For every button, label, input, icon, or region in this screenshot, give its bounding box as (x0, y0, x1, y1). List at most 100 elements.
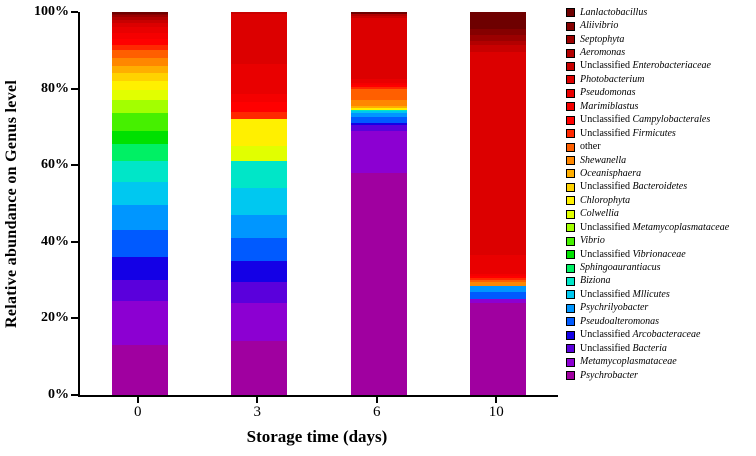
legend-swatch (566, 129, 575, 139)
bar-segment (111, 345, 168, 395)
bar-segment (231, 12, 288, 14)
bar-segment (111, 50, 168, 58)
x-axis-title: Storage time (days) (246, 427, 388, 446)
bar-segment (470, 34, 527, 41)
legend-label: Unclassified Firmicutes (580, 127, 676, 139)
legend-item: Unclassified Campylobacterales (566, 114, 756, 127)
bar-segment (111, 80, 168, 91)
legend-item: Chlorophyta (566, 194, 756, 207)
legend-label-taxon: Chlorophyta (580, 194, 631, 206)
x-tick-mark (136, 397, 139, 403)
legend-label: Pseudomonas (580, 88, 636, 98)
legend-item: Biziona (566, 275, 756, 288)
legend-swatch (566, 357, 575, 367)
bar-segment (111, 27, 168, 34)
legend-label: Colwellia (580, 209, 619, 219)
legend-swatch (566, 223, 575, 233)
bar-segment (231, 260, 288, 282)
bar-segment (231, 281, 288, 303)
legend-swatch (566, 303, 575, 313)
legend-label: Unclassified Mllicutes (580, 288, 670, 300)
bar-segment (231, 101, 288, 112)
legend-label-taxon: Psychrilyobacter (580, 302, 649, 314)
legend-label: Unclassified Campylobacterales (580, 115, 710, 125)
legend-swatch (566, 250, 575, 260)
bar-segment (350, 15, 407, 18)
y-tick-marks (71, 11, 78, 396)
legend-item: Sphingoaurantiacus (566, 261, 756, 274)
legend-label: Aliivibrio (580, 21, 618, 31)
legend: Lanlactobacillus Aliivibrio Septophyta Aero… (566, 6, 756, 382)
legend-label-taxon: Psychrobacter (580, 369, 638, 381)
legend-item: Septophyta (566, 33, 756, 46)
x-tick-mark (375, 397, 378, 403)
stacked-bar-day-10 (470, 12, 527, 395)
bar-segment (111, 279, 168, 301)
bar-segment (231, 161, 288, 189)
bar-segment (111, 144, 168, 162)
legend-label-prefix: Unclassified (580, 127, 633, 139)
y-tick-mark (71, 394, 78, 396)
x-tick-label: 6 (373, 404, 381, 420)
bar-segment (470, 278, 527, 281)
bar-segment (470, 280, 527, 282)
legend-swatch (566, 276, 575, 286)
bar-segment (111, 33, 168, 39)
x-tick-mark (256, 397, 259, 403)
legend-label: Chlorophyta (580, 194, 631, 206)
bar-segment (470, 29, 527, 35)
bar-segment (350, 117, 407, 123)
y-tick-label: 100% (34, 4, 69, 19)
legend-swatch (566, 142, 575, 152)
legend-label-prefix: Unclassified (580, 60, 633, 72)
legend-label: Unclassified Arcobacteraceae (580, 330, 700, 340)
bar-segment (350, 88, 407, 101)
legend-item: Lanlactobacillus (566, 6, 756, 19)
x-tick-label: 0 (134, 404, 142, 420)
bar-segment (111, 57, 168, 66)
bar-segment (470, 44, 527, 53)
bar-segment (231, 188, 288, 215)
bar-segment (470, 281, 527, 286)
bar-segment (111, 230, 168, 257)
legend-item: Pseudoalteromonas (566, 315, 756, 328)
legend-item: Aeromonas (566, 46, 756, 59)
bar-segment (111, 205, 168, 231)
legend-swatch (566, 88, 575, 98)
legend-swatch (566, 35, 575, 45)
legend-label-taxon: Enterobacteriaceae (632, 60, 712, 72)
bar-segment (231, 63, 288, 95)
bar-segment (111, 22, 168, 28)
y-axis-title: Relative abundance on Genus level (3, 79, 20, 328)
legend-label-taxon: Pseudomonas (580, 87, 636, 99)
bar-segment (350, 107, 407, 110)
bar-segment (350, 105, 407, 108)
legend-label-taxon: Photobacterium (580, 73, 645, 85)
bar-segment (470, 276, 527, 279)
bar-segment (111, 130, 168, 145)
legend-label-prefix: Unclassified (580, 288, 633, 300)
legend-label-taxon: Metamycoplasmataceae (632, 221, 730, 233)
bar-segment (111, 13, 168, 16)
legend-swatch (566, 48, 575, 58)
legend-label-taxon: Campylobacterales (632, 114, 711, 126)
bar-segment (470, 302, 527, 395)
bar-segment (350, 82, 407, 85)
legend-label-taxon: Firmicutes (632, 127, 676, 139)
bar-segment (350, 109, 407, 112)
x-tick-labels: 0 3 6 10 (78, 404, 556, 422)
legend-swatch (566, 330, 575, 340)
legend-item: Unclassified Bacteria (566, 342, 756, 355)
legend-label-taxon: Septophyta (580, 33, 625, 45)
legend-label-prefix: Unclassified (580, 114, 633, 126)
legend-label-taxon: Aeromonas (580, 47, 626, 59)
bar-segment (470, 12, 527, 30)
legend-label: Unclassified Bacteria (580, 343, 667, 354)
legend-label: Vibrio (580, 236, 605, 246)
bar-segment (350, 130, 407, 173)
legend-label-taxon: Lanlactobacillus (580, 6, 648, 18)
bar-segment (231, 145, 288, 162)
legend-label: Septophyta (580, 33, 625, 45)
x-tick-label: 10 (488, 404, 504, 420)
bar-segment (111, 301, 168, 346)
